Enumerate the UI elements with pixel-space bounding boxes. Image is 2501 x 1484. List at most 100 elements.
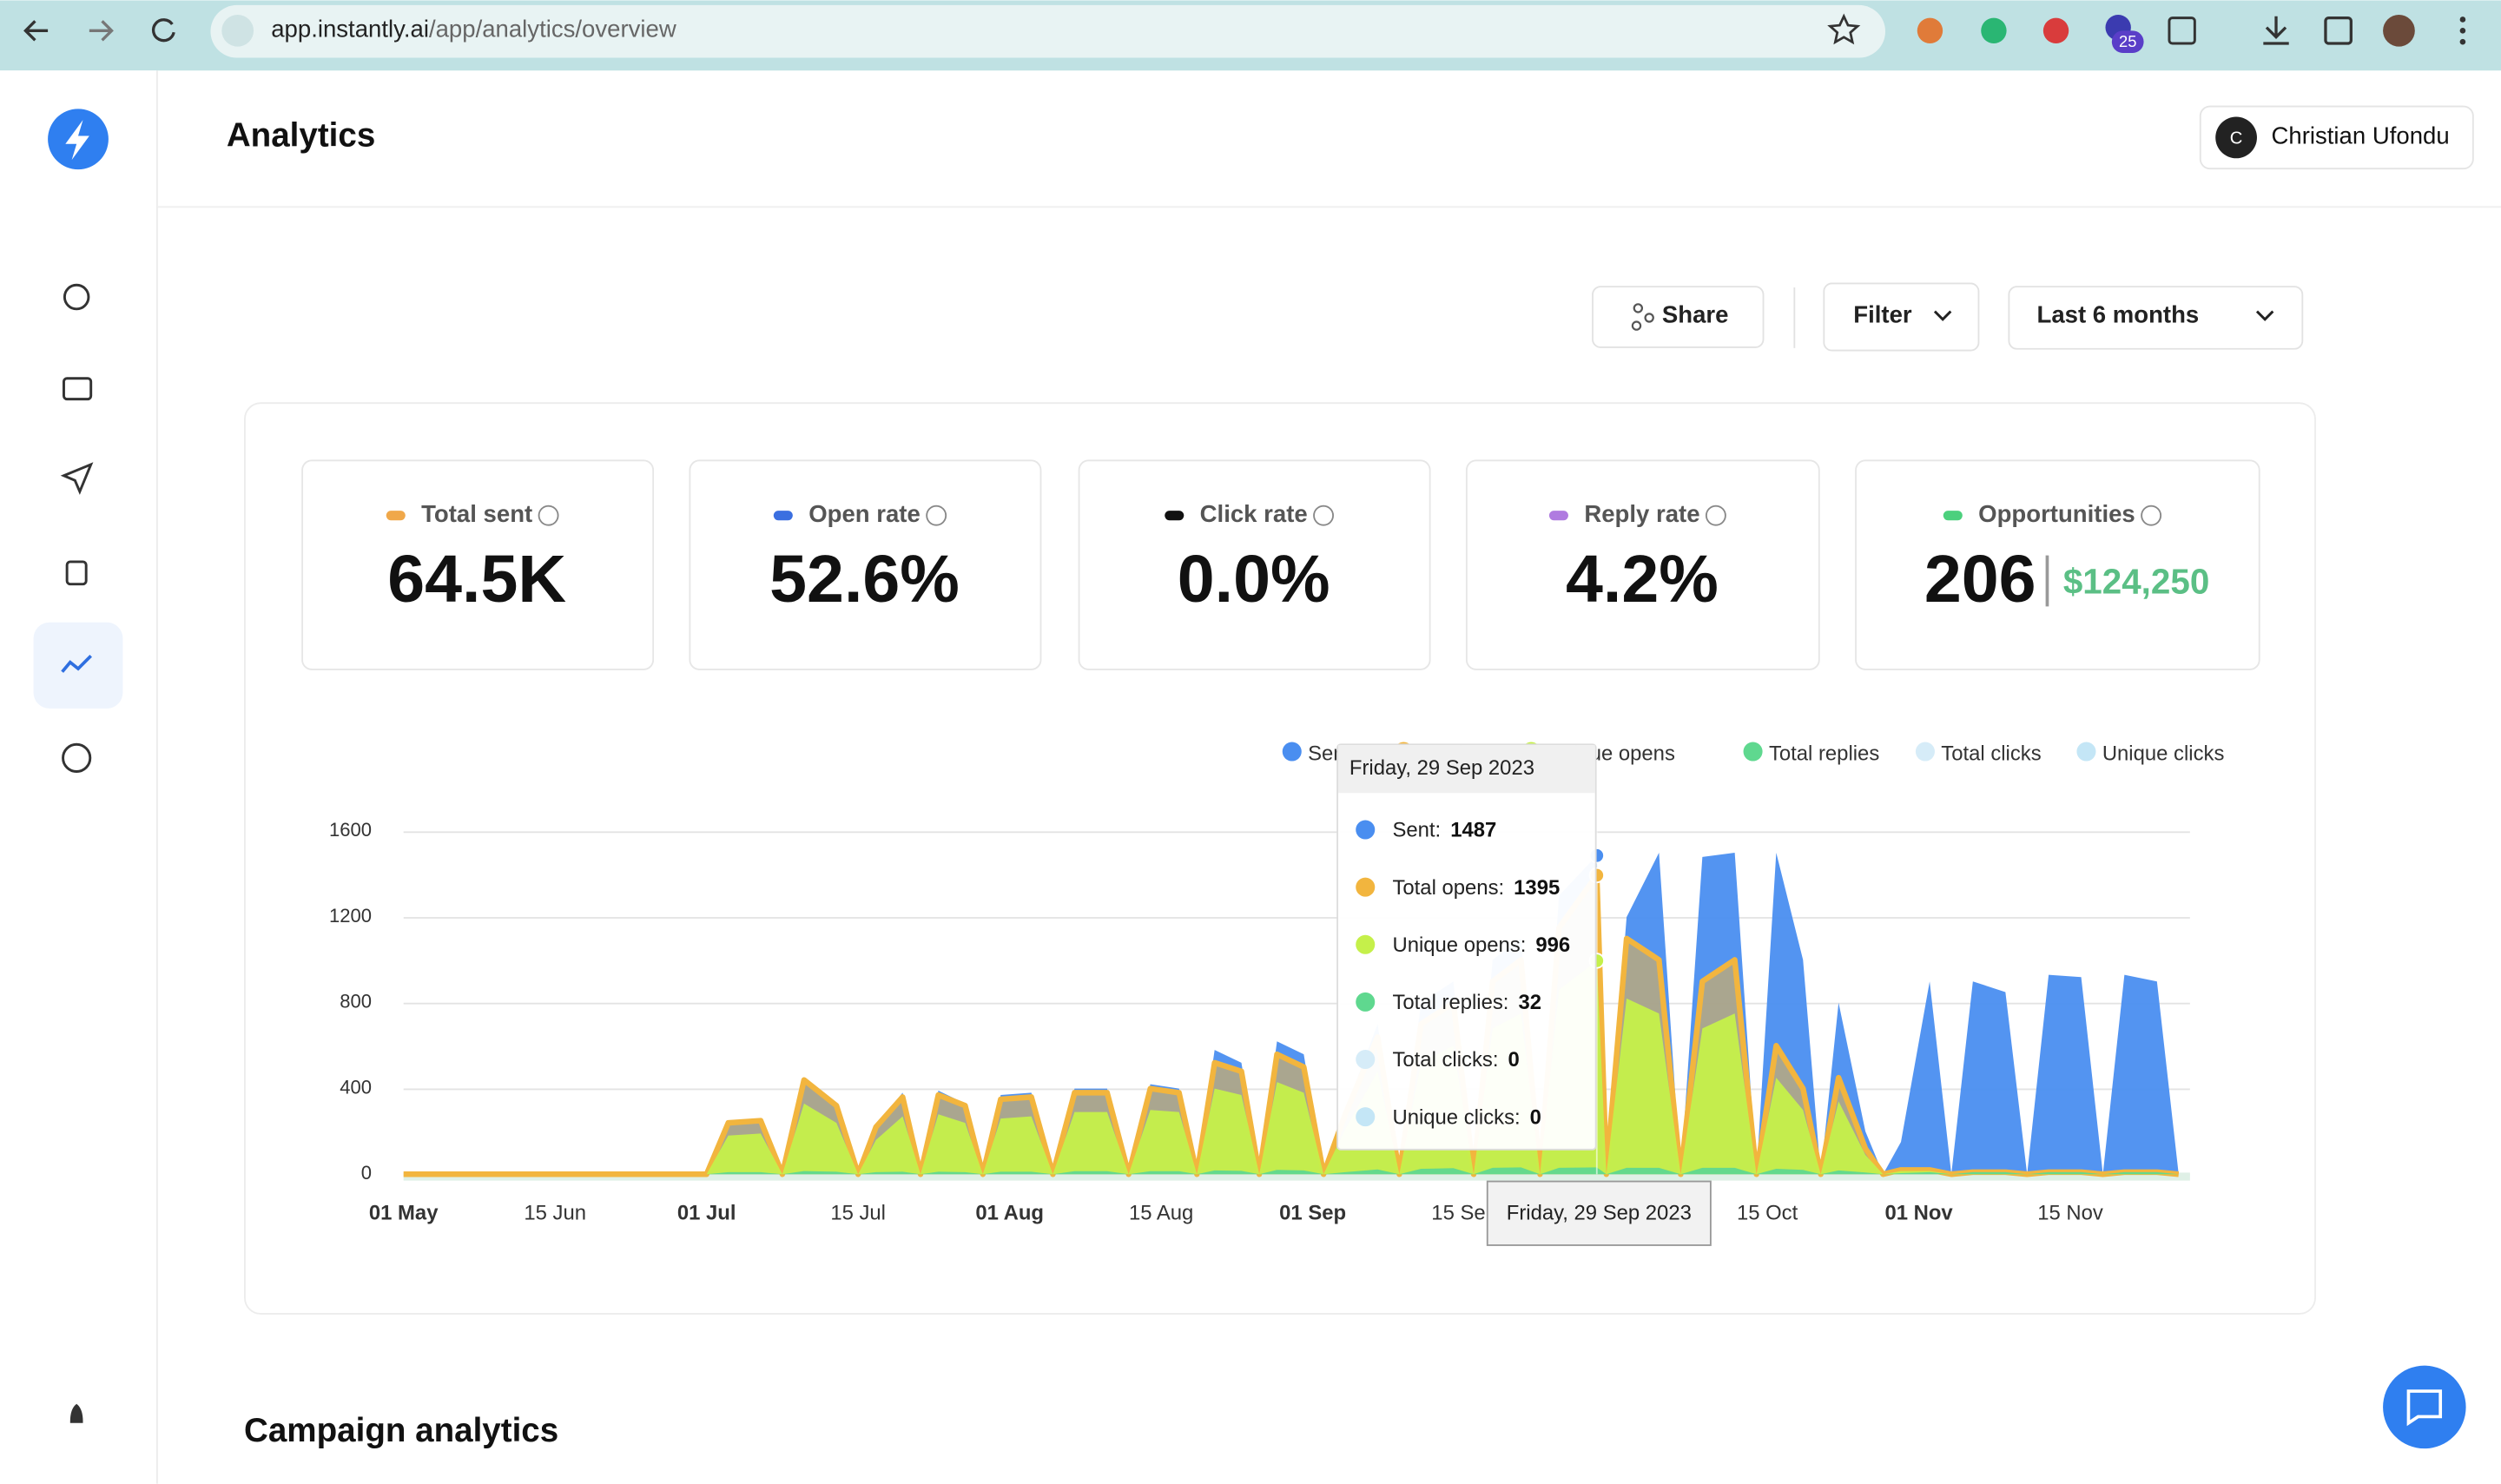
address-bar[interactable] <box>210 4 1886 58</box>
stat-label: Reply rate <box>1584 500 1699 527</box>
y-tick-label: 1600 <box>329 819 372 841</box>
tooltip-marker <box>1356 820 1376 840</box>
area <box>403 960 2179 1175</box>
legend-marker <box>1915 742 1935 762</box>
x-tick-label: 15 Nov <box>2037 1201 2103 1224</box>
tooltip-value: 32 <box>1518 991 1541 1014</box>
tooltip-label: Unique clicks: <box>1392 1105 1520 1129</box>
back[interactable] <box>23 20 49 42</box>
profile[interactable] <box>2383 14 2415 47</box>
tooltip-marker <box>1356 934 1376 954</box>
tooltip-value: 0 <box>1530 1105 1541 1129</box>
legend-marker <box>1282 742 1302 762</box>
tooltip-marker <box>1356 877 1376 897</box>
info-icon <box>1313 505 1334 526</box>
analytics-icon <box>61 655 92 673</box>
x-tick-label: 01 Nov <box>1884 1201 1953 1224</box>
chat-button[interactable] <box>2383 1365 2466 1449</box>
tooltip-label: Sent: <box>1392 819 1441 842</box>
range-select[interactable] <box>2008 286 2304 350</box>
share-button[interactable] <box>1592 286 1765 348</box>
page-title: Analytics <box>227 117 375 155</box>
user-avatar <box>2215 116 2257 159</box>
x-tick-label: 15 Aug <box>1129 1201 1193 1224</box>
tooltip-value: 996 <box>1535 933 1570 957</box>
stat-dot <box>1548 511 1568 521</box>
filter-label: Filter <box>1853 300 1912 327</box>
account-icon[interactable] <box>62 742 92 773</box>
y-tick-label: 1200 <box>329 905 372 927</box>
tooltip-value: 1395 <box>1514 876 1560 900</box>
legend-label: Total clicks <box>1941 742 2041 766</box>
x-tick-label: 01 Aug <box>975 1201 1044 1224</box>
downloads[interactable] <box>2263 16 2289 45</box>
url-host: app.instantly.ai <box>271 16 429 43</box>
tooltip-header <box>1338 745 1595 794</box>
stat-label: Open rate <box>808 500 921 527</box>
stat-dot <box>386 511 406 521</box>
x-crosshair-label <box>1486 1180 1712 1246</box>
templates-icon[interactable] <box>65 560 88 586</box>
tooltip-label: Total clicks: <box>1392 1048 1498 1072</box>
x-crosshair-text: Friday, 29 Sep 2023 <box>1507 1201 1692 1224</box>
stat-value: 52.6% <box>769 542 960 617</box>
legend-label: Unique clicks <box>2102 742 2225 766</box>
user-initial: C <box>2230 129 2243 148</box>
share-label: Share <box>1662 300 1729 327</box>
ext-icon[interactable] <box>1917 17 1943 44</box>
tooltip-label: Total opens: <box>1392 876 1504 900</box>
stat-value: 4.2% <box>1566 542 1719 617</box>
tooltip-value: 0 <box>1508 1048 1519 1072</box>
x-tick-label: 15 Jun <box>524 1201 586 1224</box>
section-title: Campaign analytics <box>244 1412 558 1449</box>
stat-value: 206 <box>1924 542 2036 617</box>
rocket-icon[interactable] <box>69 1403 83 1423</box>
stat-label: Opportunities <box>1978 500 2135 527</box>
menu[interactable] <box>2459 16 2466 45</box>
side-panel[interactable] <box>2324 16 2353 45</box>
x-tick-label: 15 Sep <box>1431 1201 1497 1224</box>
user-button[interactable] <box>2199 105 2474 170</box>
filter-button[interactable] <box>1823 282 1980 352</box>
y-tick-label: 800 <box>340 991 372 1012</box>
tooltip-value: 1487 <box>1450 819 1496 842</box>
sidebar <box>0 70 156 1484</box>
tooltip-marker <box>1356 1107 1376 1127</box>
chat-icon <box>2406 1389 2443 1427</box>
stat-dot <box>1165 511 1185 521</box>
x-tick-label: 15 Oct <box>1737 1201 1798 1224</box>
stat-value: 64.5K <box>387 542 566 617</box>
info-icon <box>1705 505 1726 526</box>
badge-count: 25 <box>2119 32 2136 50</box>
ext-icon[interactable] <box>1981 17 2007 44</box>
badge <box>2111 30 2144 54</box>
analytics-nav[interactable] <box>33 622 123 709</box>
y-tick-label: 0 <box>361 1162 372 1184</box>
logo-bolt <box>65 120 89 161</box>
site-info[interactable] <box>221 14 254 47</box>
info-icon <box>2141 505 2162 526</box>
stat-dot <box>773 511 793 521</box>
stat-label: Click rate <box>1200 500 1308 527</box>
url-path: /app/analytics/overview <box>429 16 676 43</box>
reload[interactable] <box>151 18 175 43</box>
legend-marker <box>1743 742 1763 762</box>
tooltip-label: Total replies: <box>1392 991 1508 1014</box>
search-icon[interactable] <box>63 283 90 311</box>
ext-icon[interactable] <box>2042 17 2069 44</box>
tooltip-marker <box>1356 1049 1376 1070</box>
area <box>403 1167 2179 1175</box>
mail-icon[interactable] <box>63 377 93 401</box>
send-icon[interactable] <box>60 462 94 495</box>
y-tick-label: 400 <box>340 1076 372 1098</box>
forward[interactable] <box>89 20 114 42</box>
extensions[interactable] <box>2168 16 2196 45</box>
stat-value: 0.0% <box>1178 542 1330 617</box>
tooltip-title: Friday, 29 Sep 2023 <box>1349 756 1534 780</box>
bookmark[interactable] <box>1827 13 1861 45</box>
legend-label: Total replies <box>1769 742 1879 766</box>
tooltip-label: Unique opens: <box>1392 933 1526 957</box>
stat-extra: $124,250 <box>2063 561 2209 601</box>
